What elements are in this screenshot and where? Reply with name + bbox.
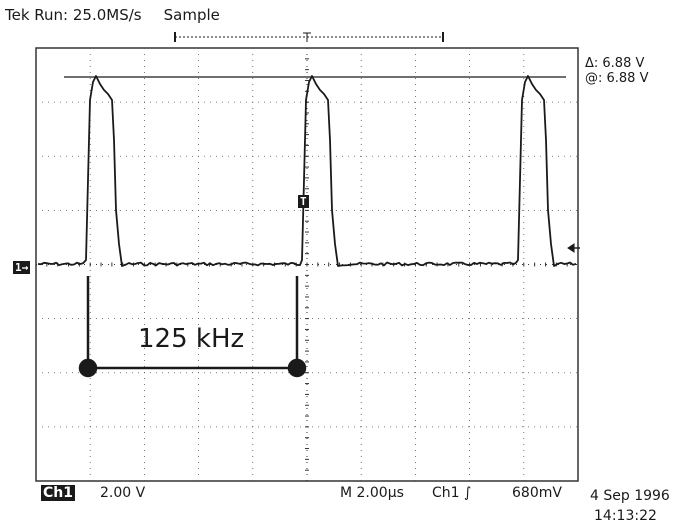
channel-label[interactable]: Ch1 <box>41 485 75 501</box>
frequency-bracket <box>78 276 307 378</box>
trigger-point-marker: T <box>298 195 309 208</box>
acquisition-status: Tek Run: 25.0MS/s Sample <box>5 6 220 24</box>
trigger-position-bracket <box>174 32 444 42</box>
volts-per-div: 2.00 V <box>100 485 146 501</box>
ch1-ground-marker[interactable]: 1→ <box>13 261 31 274</box>
graticule-center-ticks <box>35 47 579 482</box>
trigger-level-arrow <box>567 243 580 253</box>
cursor-at-readout: @: 6.88 V <box>585 71 649 86</box>
acquisition-mode: Sample <box>163 6 220 24</box>
trigger-level: 680mV <box>512 485 562 501</box>
timebase-readout: M 2.00µs <box>340 485 404 501</box>
frequency-label: 125 kHz <box>138 324 245 354</box>
trigger-source: Ch1 ∫ <box>432 485 472 501</box>
acquisition-rate: Tek Run: 25.0MS/s <box>5 6 142 24</box>
cursor-delta-readout: Δ: 6.88 V <box>585 56 645 71</box>
capture-date: 4 Sep 1996 <box>590 488 670 504</box>
waveform-trace <box>37 75 577 267</box>
capture-time: 14:13:22 <box>594 508 657 524</box>
